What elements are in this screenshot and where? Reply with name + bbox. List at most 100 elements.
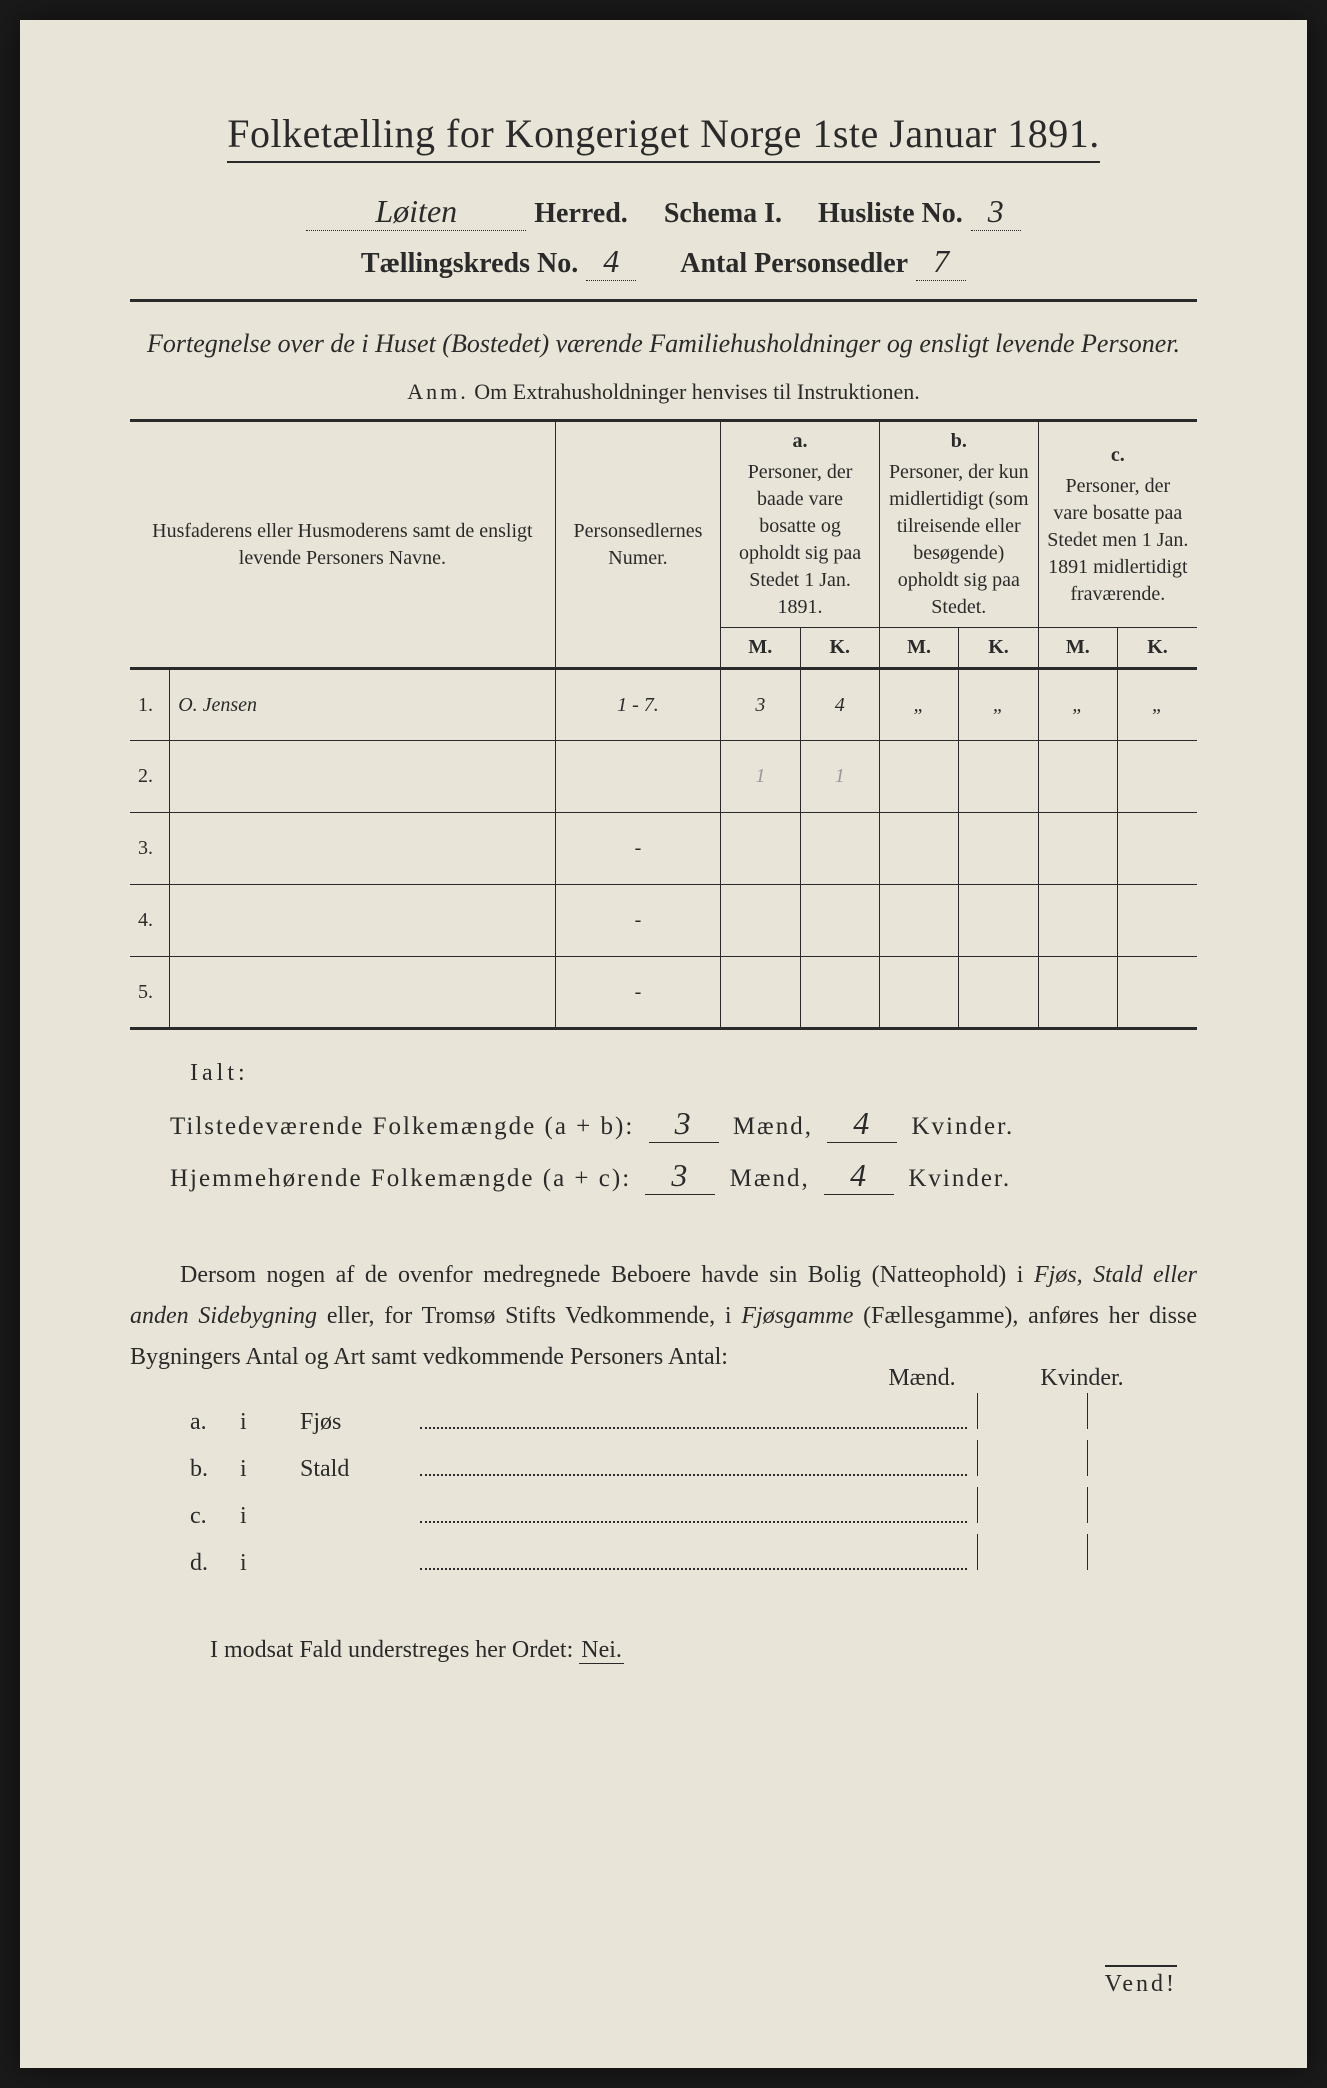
census-document: Folketælling for Kongeriget Norge 1ste J… — [20, 20, 1307, 2068]
row-ck — [1118, 741, 1197, 813]
col-c-m: M. — [1038, 628, 1117, 669]
row-psn: - — [555, 885, 720, 957]
table-row: 2. 1 1 — [130, 741, 1197, 813]
col-b-m: M. — [879, 628, 958, 669]
col-a-head: a. Personer, der baade vare bosatte og o… — [721, 421, 880, 628]
row-num: 2. — [130, 741, 170, 813]
ob-col-m — [977, 1487, 1087, 1523]
final-line: I modsat Fald understreges her Ordet: Ne… — [210, 1637, 1197, 1664]
title-block: Folketælling for Kongeriget Norge 1ste J… — [130, 110, 1197, 281]
summary2-k: 4 — [824, 1157, 894, 1195]
summary1-k: 4 — [827, 1105, 897, 1143]
table-row: 5. - — [130, 957, 1197, 1029]
herred-value: Løiten — [306, 193, 526, 231]
col-b-head: b. Personer, der kun midlertidigt (som t… — [879, 421, 1038, 628]
row-ck — [1118, 885, 1197, 957]
ob-i: i — [240, 1503, 300, 1530]
row-ak — [800, 957, 879, 1029]
row-name — [170, 813, 556, 885]
ob-i: i — [240, 1456, 300, 1483]
main-title: Folketælling for Kongeriget Norge 1ste J… — [227, 110, 1099, 163]
row-num: 3. — [130, 813, 170, 885]
row-bm — [879, 885, 958, 957]
schema-label: Schema I. — [664, 198, 782, 230]
row-ak: 4 — [800, 669, 879, 741]
row-psn — [555, 741, 720, 813]
row-bk — [959, 957, 1038, 1029]
row-bm: „ — [879, 669, 958, 741]
row-num: 4. — [130, 885, 170, 957]
summary1-label: Tilstedeværende Folkemængde (a + b): — [170, 1113, 634, 1140]
table-body: 1. O. Jensen 1 - 7. 3 4 „ „ „ „ 2. 1 1 — [130, 669, 1197, 1029]
kvinder-label: Kvinder. — [911, 1113, 1014, 1140]
col-a-k: K. — [800, 628, 879, 669]
antal-label: Antal Personsedler — [680, 248, 908, 280]
ob-row: b. i Stald — [190, 1448, 1197, 1483]
row-bk — [959, 813, 1038, 885]
census-table: Husfaderens eller Husmoderens samt de en… — [130, 419, 1197, 1030]
tkreds-value: 4 — [586, 243, 636, 281]
row-bk — [959, 885, 1038, 957]
table-row: 3. - — [130, 813, 1197, 885]
tkreds-label: Tællingskreds No. — [361, 248, 578, 280]
paragraph: Dersom nogen af de ovenfor medregnede Be… — [130, 1255, 1197, 1377]
ialt-label: Ialt: — [190, 1060, 1197, 1087]
col-c-k: K. — [1118, 628, 1197, 669]
herred-label: Herred. — [534, 198, 628, 230]
final-text: I modsat Fald understreges her Ordet: — [210, 1637, 579, 1663]
row-ak: 1 — [800, 741, 879, 813]
ob-letter: d. — [190, 1550, 240, 1577]
table-row: 1. O. Jensen 1 - 7. 3 4 „ „ „ „ — [130, 669, 1197, 741]
maend-label: Mænd, — [730, 1165, 810, 1192]
table-row: 4. - — [130, 885, 1197, 957]
kvinder-label: Kvinder. — [908, 1165, 1011, 1192]
row-am: 1 — [721, 741, 800, 813]
antal-value: 7 — [916, 243, 966, 281]
header-line-1: Løiten Herred. Schema I. Husliste No. 3 — [130, 193, 1197, 231]
row-bk — [959, 741, 1038, 813]
ob-i: i — [240, 1409, 300, 1436]
row-name: O. Jensen — [170, 669, 556, 741]
anm-text: Om Extrahusholdninger henvises til Instr… — [474, 379, 919, 404]
col-b-k: K. — [959, 628, 1038, 669]
row-bm — [879, 741, 958, 813]
summary2-m: 3 — [645, 1157, 715, 1195]
ob-col-m — [977, 1440, 1087, 1476]
ob-col-m — [977, 1393, 1087, 1429]
ob-label: Stald — [300, 1456, 420, 1483]
ob-dots — [420, 1521, 967, 1523]
anm-line: Anm. Om Extrahusholdninger henvises til … — [130, 379, 1197, 405]
col-persedler: Personsedlernes Numer. — [555, 421, 720, 669]
row-ck — [1118, 957, 1197, 1029]
col-c-head: c. Personer, der vare bosatte paa Stedet… — [1038, 421, 1197, 628]
ob-col-k — [1087, 1440, 1197, 1476]
row-psn: - — [555, 957, 720, 1029]
summary1-m: 3 — [649, 1105, 719, 1143]
row-num: 5. — [130, 957, 170, 1029]
divider — [130, 299, 1197, 302]
ob-letter: a. — [190, 1409, 240, 1436]
ob-col-k — [1087, 1393, 1197, 1429]
row-ck: „ — [1118, 669, 1197, 741]
ob-maend: Mænd. — [867, 1365, 977, 1392]
row-am — [721, 813, 800, 885]
col-names: Husfaderens eller Husmoderens samt de en… — [130, 421, 555, 669]
row-am — [721, 885, 800, 957]
row-cm: „ — [1038, 669, 1117, 741]
row-bm — [879, 957, 958, 1029]
ob-dots — [420, 1474, 967, 1476]
ob-dots — [420, 1427, 967, 1429]
row-cm — [1038, 885, 1117, 957]
ob-col-k — [1087, 1487, 1197, 1523]
ob-col-m — [977, 1534, 1087, 1570]
row-bk: „ — [959, 669, 1038, 741]
ob-row: a. i Fjøs — [190, 1401, 1197, 1436]
row-cm — [1038, 741, 1117, 813]
row-psn: - — [555, 813, 720, 885]
ob-row: c. i — [190, 1495, 1197, 1530]
ob-letter: c. — [190, 1503, 240, 1530]
row-am: 3 — [721, 669, 800, 741]
outbuilding-block: Mænd. Kvinder. a. i Fjøs b. i Stald c. i — [190, 1401, 1197, 1577]
row-name — [170, 741, 556, 813]
ob-letter: b. — [190, 1456, 240, 1483]
